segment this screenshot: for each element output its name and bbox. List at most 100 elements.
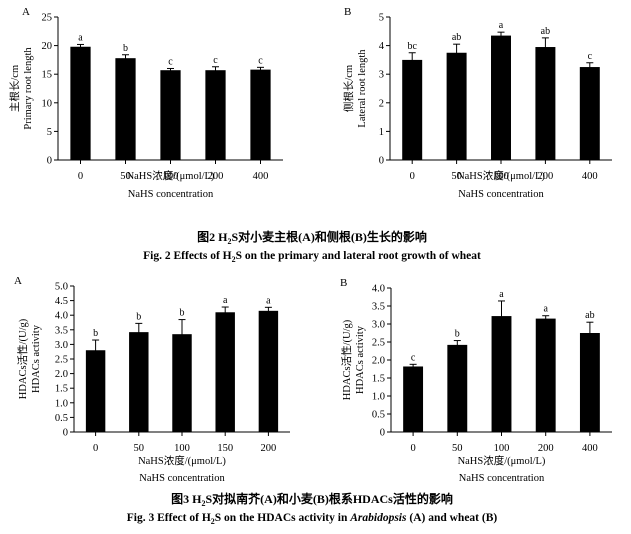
y-axis-title-cn: 主根长/cm (8, 65, 21, 112)
significance-label: a (78, 32, 83, 43)
chart-fig3-arabidopsis: 0 0.5 1.0 1.5 2.0 2.5 3.0 3.5 4.0 4.5 5.0 b 0 b 50 b 100… (14, 275, 290, 484)
x-tick-label: 50 (452, 443, 463, 454)
x-tick-label: 100 (163, 171, 179, 182)
bar (160, 70, 181, 160)
x-axis-title-en: NaHS concentration (459, 473, 545, 484)
panel-label: B (344, 6, 351, 18)
y-tick-label: 1.0 (55, 398, 68, 409)
y-tick-label: 5 (379, 13, 384, 24)
y-tick-label: 2.5 (372, 338, 385, 349)
x-tick-label: 200 (208, 171, 224, 182)
significance-label: b (180, 308, 185, 319)
x-tick-label: 400 (582, 443, 598, 454)
significance-label: b (455, 329, 460, 340)
y-axis-title-cn: 侧根长/cm (342, 65, 355, 112)
x-tick-label: 200 (261, 443, 277, 454)
y-tick-label: 0 (47, 156, 52, 167)
y-tick-label: 0 (63, 428, 68, 439)
panel-label: B (340, 277, 347, 289)
y-tick-label: 15 (42, 70, 53, 81)
significance-label: ab (585, 310, 594, 321)
significance-label: a (499, 289, 504, 300)
x-axis-title-en: NaHS concentration (128, 189, 214, 200)
bar (85, 350, 106, 432)
y-tick-label: 4.0 (372, 284, 385, 295)
bar (491, 35, 511, 161)
significance-label: c (213, 55, 218, 66)
y-axis-title-en: HDACs activity (31, 324, 42, 393)
y-tick-label: 2.0 (55, 369, 68, 380)
y-tick-label: 25 (42, 13, 53, 24)
y-tick-label: 2 (379, 98, 384, 109)
y-tick-label: 2.5 (55, 355, 68, 366)
x-tick-label: 100 (174, 443, 190, 454)
y-tick-label: 0 (379, 156, 384, 167)
x-axis-title-cn: NaHS浓度/(μmol/L) (138, 454, 226, 467)
bar (447, 344, 468, 432)
bar (258, 310, 279, 432)
bar (446, 52, 467, 160)
chart-fig3-wheat: 0 0.5 1.0 1.5 2.0 2.5 3.0 3.5 4.0 c 0 b 50 a 100 a 200 ab… (340, 277, 612, 484)
y-tick-label: 0 (380, 428, 385, 439)
significance-label: c (168, 56, 173, 67)
y-tick-label: 5 (47, 127, 52, 138)
y-axis-title-en: HDACs activity (355, 325, 366, 394)
x-tick-label: 400 (253, 171, 269, 182)
y-tick-label: 1.5 (55, 384, 68, 395)
fig2-caption-en: Fig. 2 Effects of H2S on the primary and… (143, 250, 481, 264)
panel-label: A (22, 6, 30, 18)
bar (70, 46, 91, 160)
y-tick-label: 3.5 (55, 325, 68, 336)
x-axis-title-en: NaHS concentration (139, 473, 225, 484)
y-tick-label: 1.5 (372, 374, 385, 385)
y-tick-label: 0.5 (55, 413, 68, 424)
y-tick-label: 0.5 (372, 410, 385, 421)
x-axis-title-en: NaHS concentration (458, 189, 544, 200)
panel-label: A (14, 275, 22, 287)
bar (579, 67, 600, 160)
y-tick-label: 1.0 (372, 392, 385, 403)
significance-label: ab (452, 32, 461, 43)
x-axis-title-cn: NaHS浓度/(μmol/L) (457, 169, 545, 182)
y-tick-label: 2.0 (372, 356, 385, 367)
significance-label: c (411, 352, 416, 363)
x-tick-label: 200 (538, 443, 554, 454)
significance-label: bc (407, 41, 417, 52)
x-tick-label: 50 (451, 171, 462, 182)
significance-label: c (588, 51, 593, 62)
fig3-caption-cn: 图3 H2S对拟南芥(A)和小麦(B)根系HDACs活性的影响 (171, 491, 453, 508)
y-tick-label: 5.0 (55, 282, 68, 293)
y-tick-label: 1 (379, 127, 384, 138)
x-tick-label: 50 (134, 443, 145, 454)
bar (205, 70, 226, 160)
y-axis-title-cn: HDACs活性/(U/g) (340, 319, 353, 400)
x-tick-label: 400 (582, 171, 598, 182)
x-tick-label: 100 (493, 171, 509, 182)
significance-label: a (266, 295, 271, 306)
significance-label: a (223, 295, 228, 306)
bar (115, 58, 136, 160)
x-tick-label: 200 (538, 171, 554, 182)
x-tick-label: 0 (410, 443, 415, 454)
y-tick-label: 3.0 (372, 320, 385, 331)
bar (215, 312, 235, 432)
y-tick-label: 3.5 (372, 302, 385, 313)
bar (579, 333, 600, 432)
significance-label: b (123, 43, 128, 54)
x-tick-label: 0 (93, 443, 98, 454)
fig2-caption-cn: 图2 H2S对小麦主根(A)和侧根(B)生长的影响 (197, 229, 427, 246)
significance-label: a (543, 304, 548, 315)
bar (535, 318, 556, 432)
bar (535, 47, 556, 160)
bar (129, 332, 149, 432)
y-tick-label: 4.5 (55, 296, 68, 307)
y-tick-label: 10 (42, 98, 53, 109)
y-tick-label: 4.0 (55, 311, 68, 322)
chart-fig2-primary-root: 0 5 10 15 20 25 a 0 b 50 c 100 c 200 c 400 A 主根长/cm Primar… (8, 6, 283, 200)
x-tick-label: 0 (78, 171, 83, 182)
bar (491, 316, 512, 432)
y-axis-title-en: Lateral root length (357, 49, 368, 128)
chart-fig2-lateral-root: 0 1 2 3 4 5 bc 0 ab 50 a 100 ab 200 c 400 B 侧根长/cm Lateral… (342, 6, 612, 200)
y-tick-label: 3 (379, 70, 384, 81)
